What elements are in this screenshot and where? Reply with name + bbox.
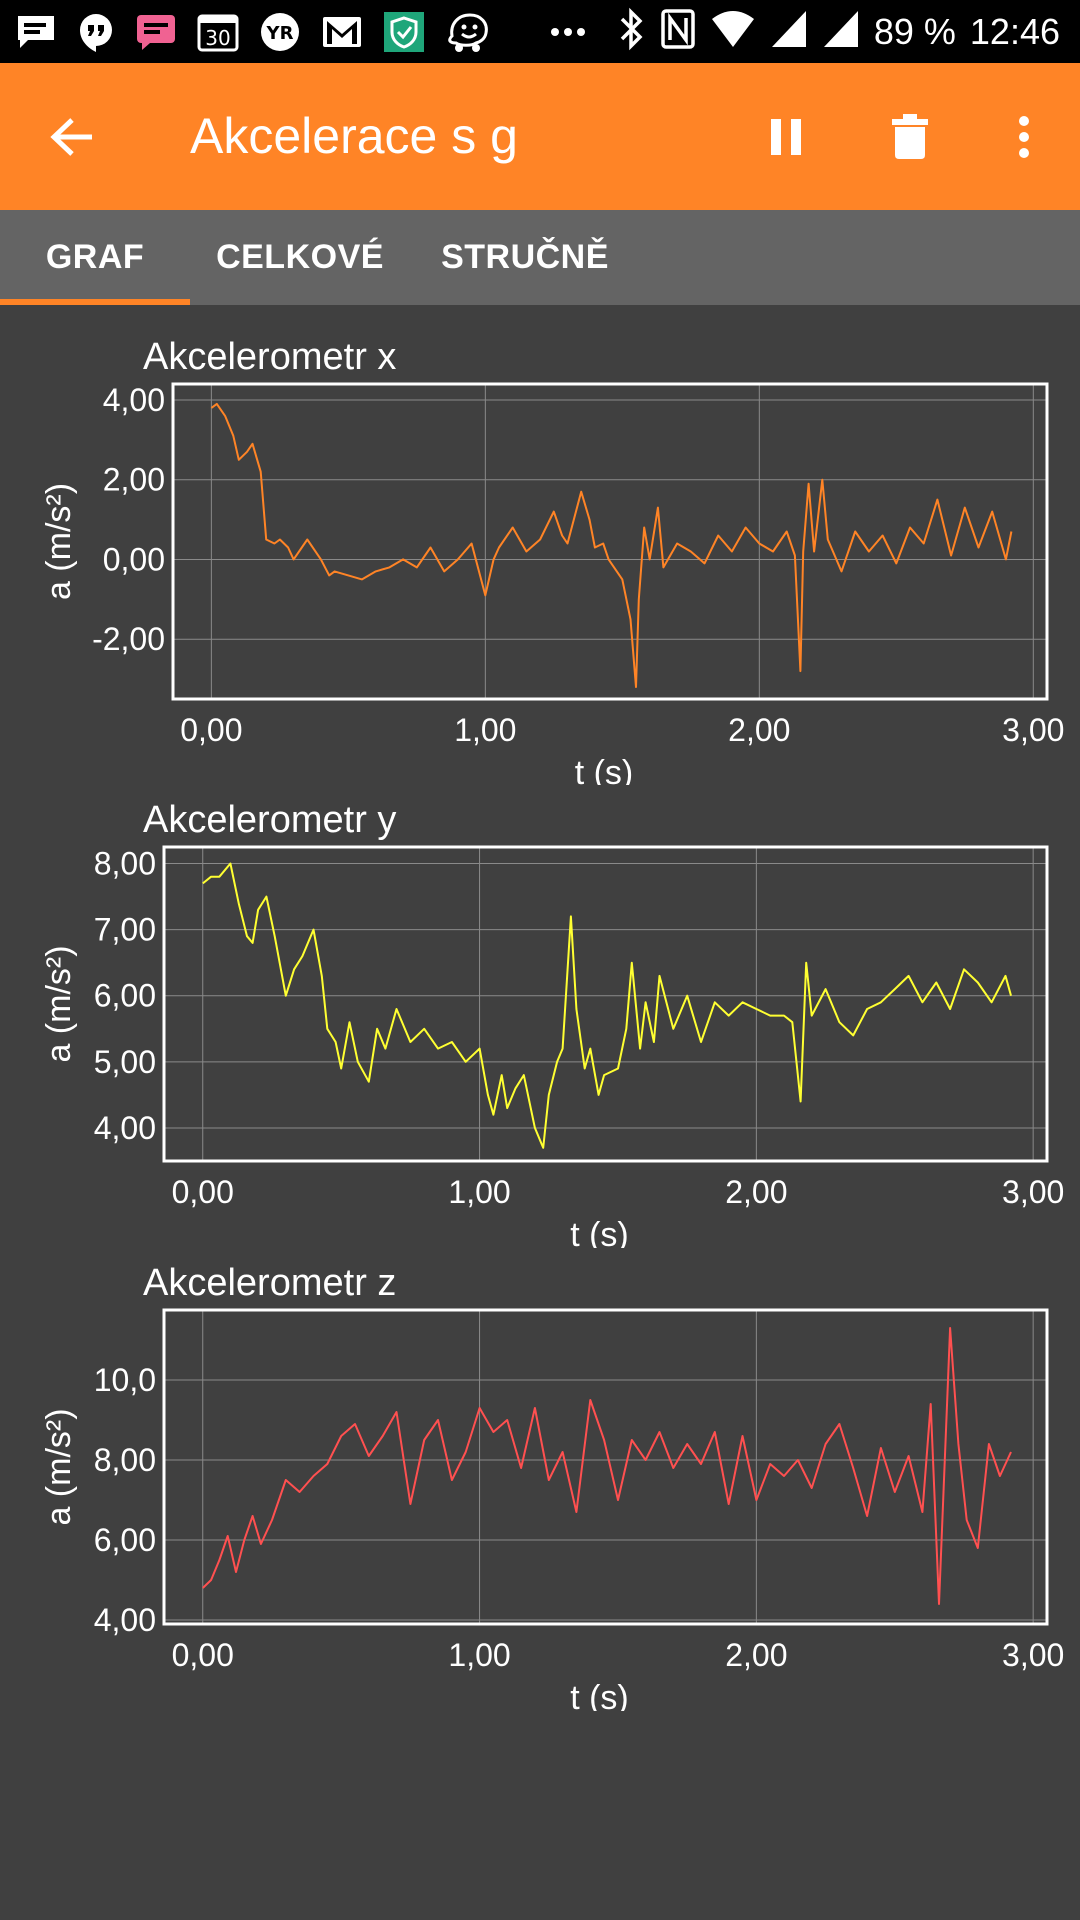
chart-2-series-line: [202, 862, 1012, 1149]
chart-accelerometer-y: Akcelerometr y 8,00 7,00 6,00 5,00 4,00 0,00 1,…: [40, 799, 1064, 1248]
chart-accelerometer-z: Akcelerometr z 10,0 8,00 6,00 4,00 0,00 1,00 2,…: [40, 1262, 1064, 1711]
chart-1-ytick-label: 4,00: [103, 382, 165, 418]
chart-2-ytick-label: 5,00: [94, 1044, 156, 1080]
message-icon: [14, 10, 58, 54]
chart-2-ytick-label: 7,00: [94, 912, 156, 948]
chart-1-title: Akcelerometr x: [143, 336, 396, 378]
chart-3-series-line: [202, 1327, 1012, 1605]
chart-3-xtick-label: 0,00: [172, 1637, 234, 1673]
delete-button[interactable]: [872, 99, 948, 175]
bluetooth-icon: [618, 7, 646, 56]
arrow-back-icon: [50, 118, 92, 156]
calendar-day: 30: [205, 26, 230, 50]
chart-2-plot-frame: [162, 845, 1049, 1163]
page-title: Akcelerace s g: [190, 108, 518, 164]
chart-3-y-axis-label: a (m/s²): [40, 1408, 78, 1525]
chart-2-xtick-label: 2,00: [725, 1174, 787, 1210]
tab-graf[interactable]: GRAF: [45, 238, 145, 276]
chart-accelerometer-x: Akcelerometr x 4,00 2,00 0,00 -2,00 0,00 1,00 2…: [40, 336, 1064, 785]
chart-1-xtick-label: 2,00: [728, 712, 790, 748]
calendar-icon: 30: [196, 10, 240, 54]
clock: 12:46: [969, 10, 1060, 52]
active-tab-indicator: [0, 299, 190, 305]
chart-2-xtick-label: 0,00: [172, 1174, 234, 1210]
chart-1-ytick-label: -2,00: [92, 621, 165, 657]
pause-icon: [771, 119, 801, 155]
gmail-icon: [320, 10, 364, 54]
chart-3-ytick-label: 10,0: [94, 1362, 156, 1398]
battery-percentage: 89 %: [873, 10, 956, 52]
chart-3-ytick-label: 6,00: [94, 1522, 156, 1558]
signal-icon: [770, 9, 808, 54]
chart-2-xtick-label: 3,00: [1002, 1174, 1064, 1210]
chart-3-xtick-label: 3,00: [1002, 1637, 1064, 1673]
wifi-icon: [710, 9, 756, 54]
waze-icon: [444, 10, 492, 54]
more-vert-icon: [1019, 116, 1029, 158]
chart-2-x-axis-label: t (s): [570, 1216, 629, 1248]
more-notifications-icon: [550, 10, 586, 54]
back-button[interactable]: [34, 99, 110, 175]
chart-1-xtick-label: 1,00: [454, 712, 516, 748]
yr-label: YR: [266, 23, 294, 44]
trash-icon: [892, 114, 928, 159]
chart-3-xtick-label: 1,00: [448, 1637, 510, 1673]
chart-3-title: Akcelerometr z: [143, 1262, 396, 1304]
chart-2-ytick-label: 6,00: [94, 978, 156, 1014]
tab-celkove[interactable]: CELKOVÉ: [216, 238, 384, 276]
more-options-button[interactable]: [996, 99, 1052, 175]
chart-1-xtick-label: 3,00: [1002, 712, 1064, 748]
nfc-icon: [660, 8, 696, 55]
hangouts-icon: [76, 10, 116, 54]
chart-2-ytick-label: 4,00: [94, 1110, 156, 1146]
signal-icon-2: [822, 9, 860, 54]
status-bar-right: 89 % 12:46: [618, 0, 1060, 63]
tab-strucne[interactable]: STRUČNĚ: [441, 238, 609, 276]
chart-3-x-axis-label: t (s): [570, 1679, 629, 1711]
chart-1-x-axis-label: t (s): [575, 754, 634, 785]
chart-2-title: Akcelerometr y: [143, 799, 396, 841]
chart-1-plot-frame: [171, 382, 1049, 701]
chart-2-xtick-label: 1,00: [448, 1174, 510, 1210]
tab-bar: GRAF CELKOVÉ STRUČNĚ: [0, 210, 1080, 305]
yr-weather-icon: YR: [258, 10, 302, 54]
chart-3-plot-frame: [162, 1308, 1049, 1626]
chart-1-ytick-label: 0,00: [103, 541, 165, 577]
chart-2-y-axis-label: a (m/s²): [40, 945, 78, 1062]
chart-1-series-line: [210, 402, 1013, 688]
chat-icon: [134, 10, 178, 54]
chart-3-ytick-label: 8,00: [94, 1442, 156, 1478]
chart-3-ytick-label: 4,00: [94, 1602, 156, 1638]
chart-1-xtick-label: 0,00: [180, 712, 242, 748]
app-bar: Akcelerace s g: [0, 63, 1080, 210]
chart-1-y-axis-label: a (m/s²): [40, 483, 78, 600]
status-bar: 30 YR 89 % 12:46: [0, 0, 1080, 63]
pause-button[interactable]: [748, 99, 824, 175]
chart-3-xtick-label: 2,00: [725, 1637, 787, 1673]
chart-2-ytick-label: 8,00: [94, 846, 156, 882]
chart-1-ytick-label: 2,00: [103, 462, 165, 498]
shield-app-icon: [382, 10, 426, 54]
